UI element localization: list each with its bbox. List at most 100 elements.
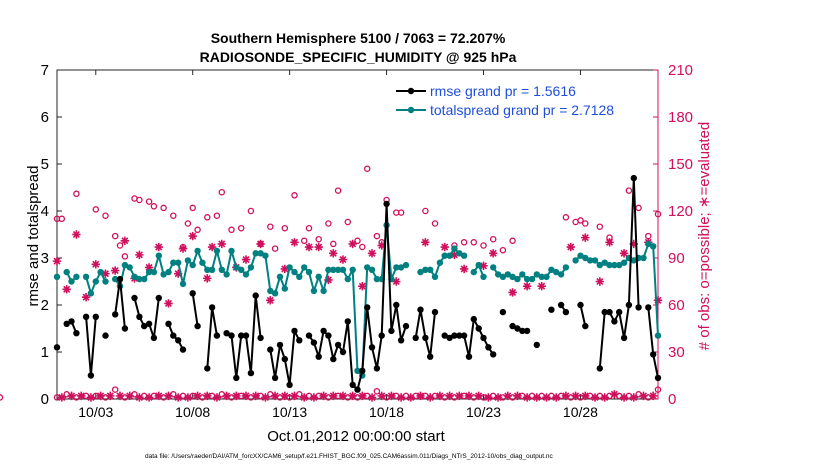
rmse-point [470,315,477,323]
rmse-point [281,355,288,363]
obs-evaluated-point [605,238,614,247]
obs-bottom-possible-point [111,386,119,393]
obs-bottom-evaluated-point [193,391,202,401]
obs-possible-point [194,226,201,234]
rmse-point [465,353,473,360]
totalspread-point [170,259,177,266]
totalspread-point [490,264,497,271]
y2-tick-label: 210 [668,62,693,79]
obs-evaluated-point [52,256,62,266]
obs-bottom-evaluated-point [542,393,551,402]
obs-possible-point [170,212,177,219]
rmse-point [378,332,385,339]
rmse-point [533,341,540,349]
obs-bottom-evaluated-point [86,393,96,402]
obs-bottom-possible-point [654,386,662,393]
y2-tick-label: 30 [668,344,685,361]
obs-bottom-evaluated-point [396,393,406,402]
obs-bottom-evaluated-point [600,393,609,402]
totalspread-point [189,261,196,269]
obs-evaluated-point [290,238,299,247]
obs-bottom-evaluated-point [67,391,76,401]
y2-tick-label: 90 [668,250,685,267]
totalspread-point [606,261,613,269]
legend-spread-marker [407,106,415,114]
totalspread-point [577,252,584,259]
totalspread-point [562,264,570,271]
totalspread-point [281,285,288,292]
totalspread-point [184,257,192,264]
rmse-point [557,301,565,309]
obs-evaluated-point [207,242,217,252]
rmse-point [175,337,182,344]
y2-axis-ticks: 0 30 60 90 120 150 180 210 [653,62,693,408]
obs-possible-point [363,165,371,172]
obs-bottom-evaluated-point [183,393,193,402]
totalspread-point [136,275,143,283]
obs-possible-point [582,220,589,227]
totalspread-point [53,273,61,280]
obs-possible-point [213,212,221,219]
rmse-point [388,327,395,335]
obs-evaluated-point [314,242,323,252]
totalspread-point [640,254,647,262]
obs-bottom-evaluated-point [590,393,600,402]
totalspread-point [494,271,502,278]
rmse-point [373,365,381,372]
totalspread-point [141,275,148,283]
obs-possible-point [150,203,158,210]
rmse-point [402,322,410,330]
obs-possible-point [300,237,308,245]
rmse-point [499,308,507,316]
totalspread-point [271,290,279,297]
obs-bottom-evaluated-point [561,391,571,401]
rmse-point [141,322,148,330]
obs-bottom-evaluated-point [571,391,580,401]
totalspread-point [262,252,269,259]
obs-evaluated-point [421,238,430,247]
rmse-point [519,327,526,335]
y-axis-label: rmse and totalspread [25,166,42,307]
obs-bottom-evaluated-point [474,391,483,401]
obs-evaluated-point [348,239,357,249]
legend-box [390,78,652,120]
rmse-point [645,304,652,311]
obs-possible-point [480,242,487,249]
totalspread-point [368,266,376,273]
totalspread-point [112,275,119,283]
rmse-point [635,304,642,311]
obs-bottom-evaluated-point [203,391,212,401]
rmse-point [397,337,405,344]
rmse-point [136,313,143,320]
totalspread-point [504,271,511,278]
rmse-point [431,308,439,316]
rmse-point [121,325,129,332]
rmse-point [460,332,468,339]
obs-evaluated-point [217,239,226,249]
rmse-point [441,332,448,339]
obs-bottom-evaluated-point [377,391,386,401]
obs-bottom-evaluated-point [513,391,522,401]
obs-possible-point [184,220,192,227]
rmse-point [267,346,274,353]
obs-bottom-evaluated-point [426,393,435,402]
obs-possible-point [499,246,507,254]
legend: rmse grand pr = 1.5616 totalspread grand… [390,78,652,120]
obs-possible-point [654,210,662,218]
obs-possible-point [92,206,100,213]
obs-evaluated-point [629,239,638,249]
y-tick-label: 4 [41,203,49,220]
rmse-point [63,320,70,327]
rmse-point [422,334,429,342]
obs-bottom-evaluated-point [639,391,648,401]
obs-possible-point [359,243,366,251]
obs-possible-point [596,223,604,230]
obs-bottom-evaluated-point [532,393,542,402]
obs-possible-point [373,232,381,240]
totalspread-point [204,266,211,273]
obs-evaluated-point [324,275,333,285]
rmse-point [204,365,211,372]
rmse-point [112,311,119,318]
totalspread-point [553,268,560,276]
